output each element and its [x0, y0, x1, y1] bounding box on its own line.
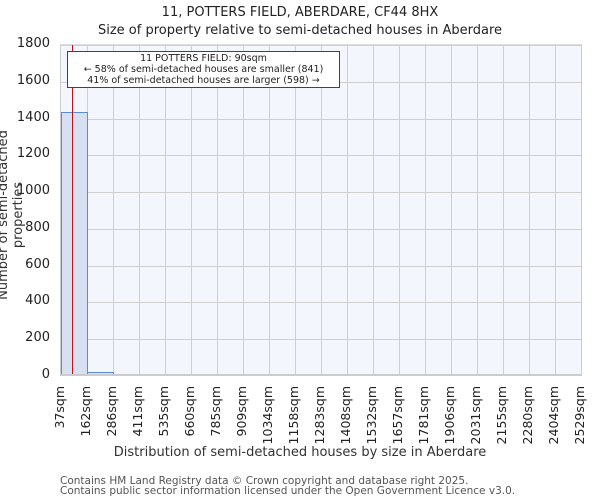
x-tick-label: 411sqm [130, 386, 145, 437]
property-marker-line [72, 45, 74, 376]
x-tick-label: 1034sqm [260, 386, 275, 445]
x-tick-label: 2155sqm [494, 386, 509, 445]
x-tick-label: 2031sqm [468, 386, 483, 445]
v-gridline [503, 45, 504, 376]
x-tick-label: 2529sqm [572, 386, 587, 445]
x-tick-label: 1532sqm [364, 386, 379, 445]
y-axis-label: Number of semi-detached properties [0, 130, 26, 300]
x-tick-label: 909sqm [234, 386, 249, 437]
v-gridline [295, 45, 296, 376]
v-gridline [217, 45, 218, 376]
x-tick-label: 785sqm [208, 386, 223, 437]
v-gridline [139, 45, 140, 376]
y-tick-label: 1800 [16, 36, 50, 51]
y-tick-label: 1400 [16, 109, 50, 125]
x-tick-label: 660sqm [182, 386, 197, 437]
x-tick-label: 2280sqm [520, 386, 535, 445]
y-tick-label: 1000 [16, 183, 50, 199]
x-tick-label: 37sqm [52, 386, 67, 429]
v-gridline [191, 45, 192, 376]
y-tick-label: 200 [25, 330, 50, 346]
x-tick-label: 162sqm [78, 386, 93, 437]
y-tick-label: 1200 [16, 146, 50, 162]
v-gridline [373, 45, 374, 376]
x-tick-label: 1657sqm [390, 386, 405, 445]
y-tick-label: 0 [41, 367, 50, 382]
v-gridline [347, 45, 348, 376]
x-tick-label: 1283sqm [312, 386, 327, 445]
annotation-line-1: 11 POTTERS FIELD: 90sqm [140, 53, 267, 64]
v-gridline [399, 45, 400, 376]
annotation-line-3: 41% of semi-detached houses are larger (… [87, 75, 320, 86]
y-tick-label: 800 [25, 219, 50, 235]
footer-copyright: Contains HM Land Registry data © Crown c… [60, 475, 469, 487]
v-gridline [529, 45, 530, 376]
x-tick-label: 2404sqm [546, 386, 561, 445]
v-gridline [425, 45, 426, 376]
v-gridline [269, 45, 270, 376]
v-gridline [243, 45, 244, 376]
footer-licence: Contains public sector information licen… [60, 485, 516, 497]
x-tick-label: 286sqm [104, 386, 119, 437]
y-tick-label: 600 [25, 256, 50, 272]
x-axis-label: Distribution of semi-detached houses by … [113, 445, 487, 460]
plot-area [60, 44, 582, 376]
v-gridline [451, 45, 452, 376]
v-gridline [555, 45, 556, 376]
chart-subtitle: Size of property relative to semi-detach… [97, 23, 503, 38]
annotation-line-2: ← 58% of semi-detached houses are smalle… [83, 64, 324, 75]
histogram-bar [61, 111, 88, 376]
x-tick-label: 1408sqm [338, 386, 353, 445]
v-gridline [321, 45, 322, 376]
x-tick-label: 1158sqm [286, 386, 301, 445]
v-gridline [165, 45, 166, 376]
x-axis-line [60, 374, 581, 376]
annotation-box: 11 POTTERS FIELD: 90sqm ← 58% of semi-de… [67, 51, 340, 88]
x-tick-label: 1906sqm [442, 386, 457, 445]
v-gridline [477, 45, 478, 376]
v-gridline [113, 45, 114, 376]
y-tick-label: 1600 [16, 72, 50, 88]
x-tick-label: 1781sqm [416, 386, 431, 445]
y-tick-label: 400 [25, 293, 50, 309]
x-tick-label: 535sqm [156, 386, 171, 437]
chart-title: 11, POTTERS FIELD, ABERDARE, CF44 8HX [161, 5, 439, 20]
